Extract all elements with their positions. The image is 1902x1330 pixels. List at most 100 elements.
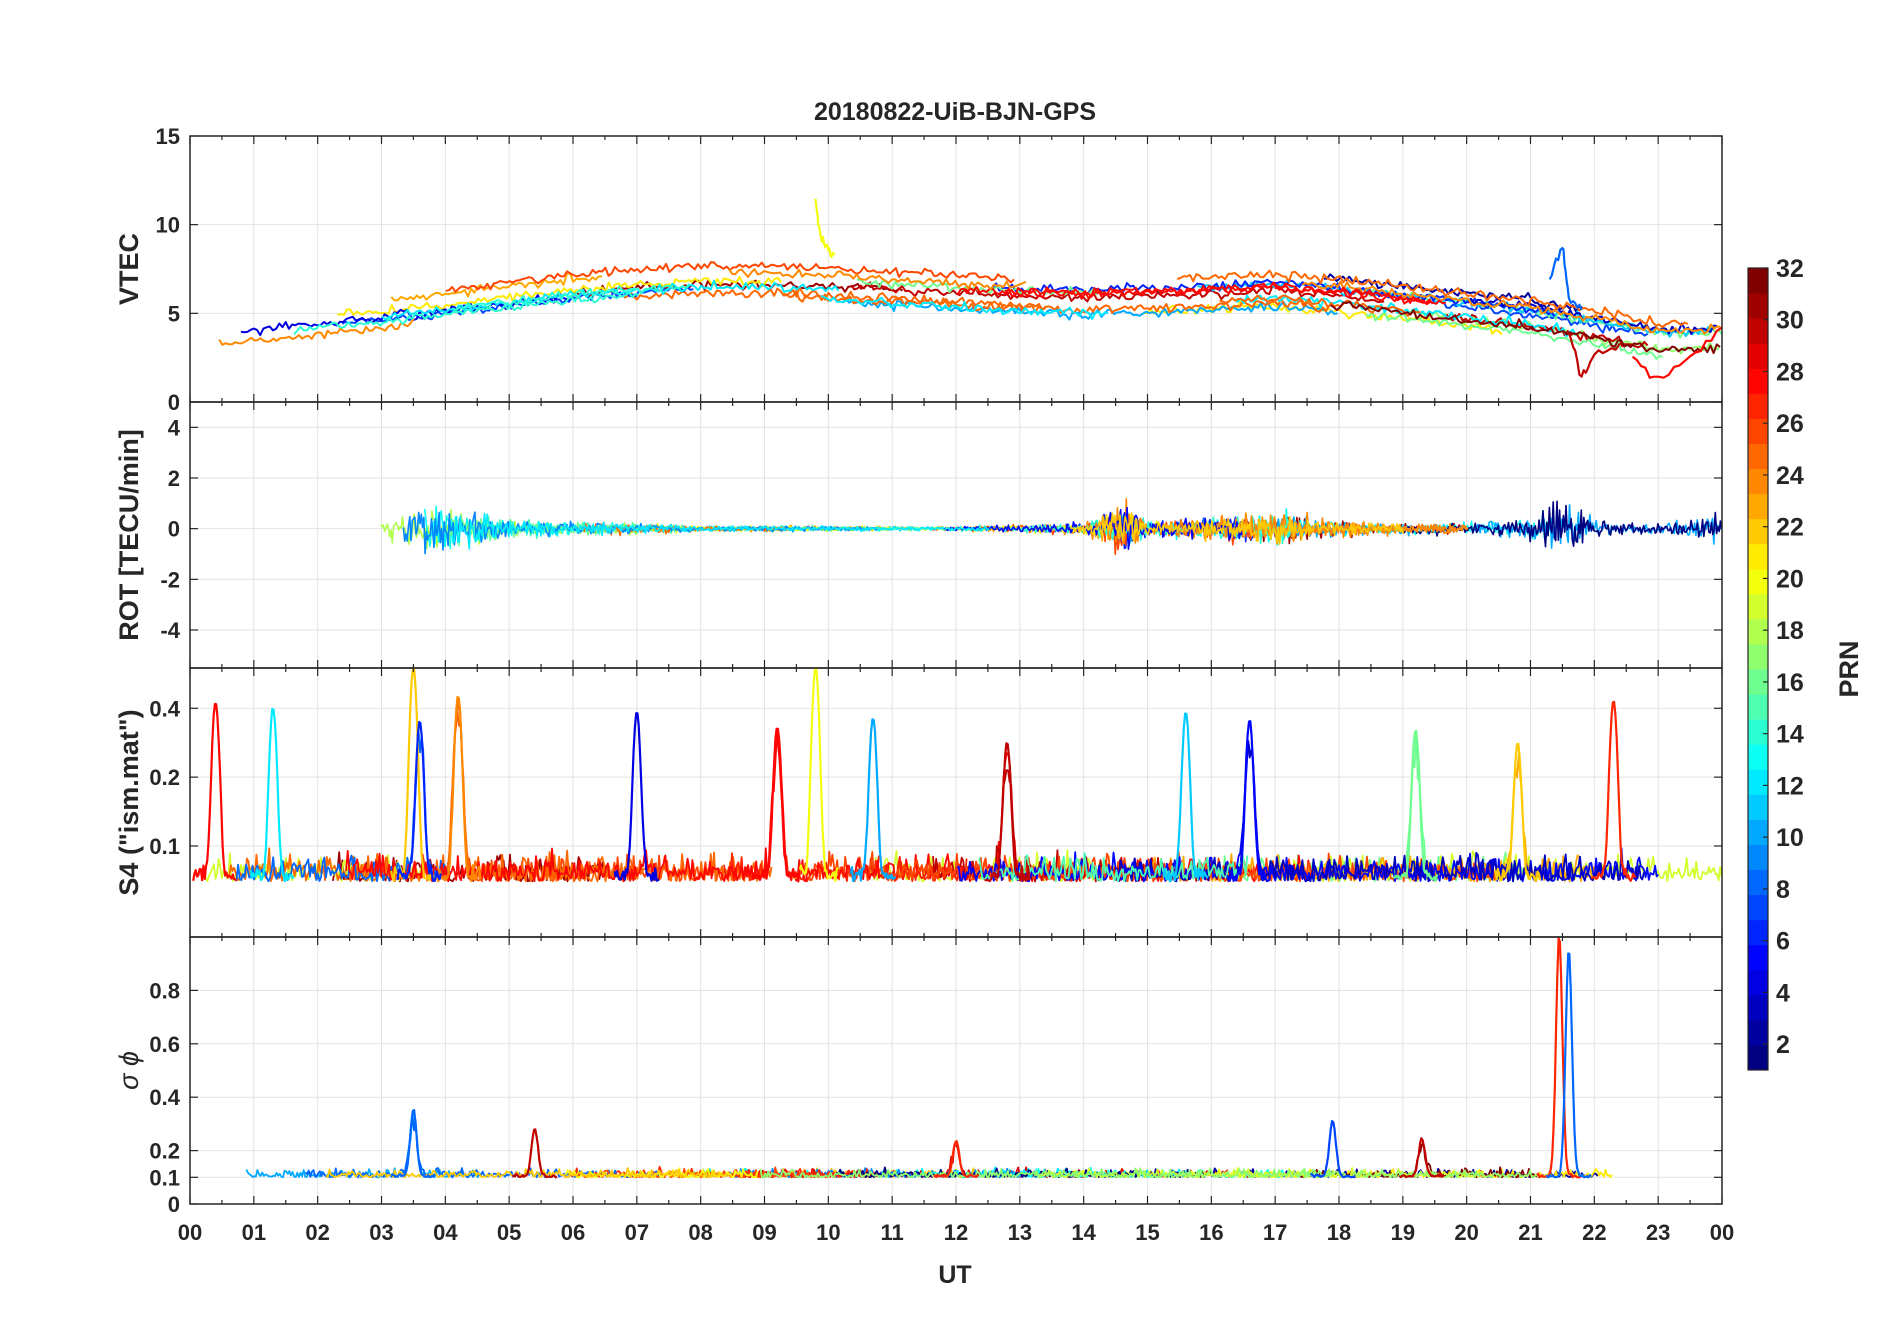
colorbar-segment <box>1748 568 1768 595</box>
data-series-prn-26 <box>446 701 727 882</box>
panel-sigma_phi: 00.10.2 0.4 0.6 0.8 σ ϕ <box>114 936 1723 1217</box>
data-series-prn-28 <box>345 731 882 883</box>
panel-frame <box>189 936 1723 1205</box>
y-tick-label: 0.6 <box>149 1032 180 1057</box>
data-series-prn-8 <box>390 1108 435 1179</box>
colorbar-tick-label: 30 <box>1776 307 1804 335</box>
colorbar-segment <box>1748 994 1768 1021</box>
colorbar-segment <box>1748 393 1768 419</box>
data-series-prn-21 <box>337 275 783 317</box>
colorbar-segment <box>1748 1044 1768 1071</box>
colorbar-tick-label: 32 <box>1776 255 1804 283</box>
x-tick-label: 00 <box>178 1220 202 1245</box>
colorbar-frame <box>1747 267 1769 1071</box>
panel-traces <box>245 937 1613 1179</box>
x-tick-label: 01 <box>242 1220 266 1245</box>
colorbar-tick-label: 16 <box>1776 669 1804 697</box>
data-series-prn-3 <box>1467 297 1718 335</box>
data-series-prn-25 <box>1176 269 1689 329</box>
data-series-prn-10 <box>1276 504 1722 549</box>
data-series-prn-28 <box>1004 282 1434 305</box>
y-tick-label: 10 <box>156 213 180 238</box>
data-series-prn-20 <box>565 1167 759 1179</box>
colorbar-segment <box>1748 844 1768 870</box>
data-series-prn-28 <box>753 727 801 883</box>
x-tick-label: 21 <box>1518 1220 1542 1245</box>
colorbar-segment <box>1748 919 1768 946</box>
data-series-prn-28 <box>956 281 1447 306</box>
colorbar-segment <box>1748 1019 1768 1046</box>
x-tick-label: 15 <box>1135 1220 1159 1245</box>
data-series-prn-25 <box>228 709 633 883</box>
colorbar-segment <box>1748 368 1768 394</box>
colorbar-label: PRN <box>1834 640 1864 697</box>
data-series-prn-20 <box>814 198 836 259</box>
x-tick-label: 14 <box>1071 1220 1096 1245</box>
data-series-prn-14 <box>452 283 690 311</box>
data-series-prn-27 <box>933 1140 980 1179</box>
panel-vtec: 0 5 10 15 VTEC <box>114 124 1723 415</box>
colorbar-tick-label: 10 <box>1776 824 1804 852</box>
y-tick-label: 0.1 <box>149 834 180 859</box>
data-series-prn-24 <box>218 317 415 346</box>
colorbar-segment <box>1748 343 1768 369</box>
colorbar-segment <box>1748 819 1768 845</box>
x-tick-label: 17 <box>1263 1220 1287 1245</box>
x-tick-label: 07 <box>625 1220 649 1245</box>
data-series-prn-6 <box>396 720 442 882</box>
colorbar-tick-label: 6 <box>1776 928 1790 956</box>
panel-traces <box>218 198 1722 379</box>
x-tick-label: 18 <box>1327 1220 1351 1245</box>
colorbar-segment <box>1748 318 1768 344</box>
data-series-prn-11 <box>1162 712 1209 883</box>
x-tick-label: 12 <box>944 1220 968 1245</box>
colorbar-segment <box>1748 468 1768 495</box>
colorbar-segment <box>1748 418 1768 444</box>
data-series-prn-14 <box>293 291 640 335</box>
x-tick-labels: 00 01 02 03 04 05 06 07 08 09 10 11 12 13 14 15 16 17 18 19… <box>178 1220 1734 1245</box>
chart-title: 20180822-UiB-BJN-GPS <box>814 98 1096 126</box>
colorbar-tick-label: 24 <box>1776 462 1804 490</box>
y-tick-label: 0 <box>168 390 180 415</box>
colorbar-segment <box>1748 694 1768 720</box>
colorbar-tick-label: 14 <box>1776 721 1804 749</box>
x-tick-label: 02 <box>305 1220 329 1245</box>
y-axis-label: ROT [TECU/min] <box>114 429 144 640</box>
colorbar-segment <box>1748 443 1768 469</box>
colorbar-segment <box>1748 618 1768 645</box>
y-tick-label: -4 <box>160 618 180 643</box>
colorbar-segment <box>1748 719 1768 745</box>
colorbar-tick-label: 4 <box>1776 979 1790 1007</box>
x-tick-label: 20 <box>1454 1220 1478 1245</box>
colorbar-tick-label: 2 <box>1776 1031 1790 1059</box>
colorbar-segment <box>1748 894 1768 921</box>
y-tick-label: 0.2 <box>149 765 180 790</box>
colorbar-tick-label: 12 <box>1776 772 1804 800</box>
y-tick-label: 0.4 <box>149 696 180 721</box>
x-tick-label: 08 <box>688 1220 712 1245</box>
colorbar-segment <box>1748 969 1768 996</box>
colorbar-tick-label: 20 <box>1776 565 1804 593</box>
data-series-prn-12 <box>820 295 1109 320</box>
data-series-prn-5 <box>943 506 1243 550</box>
panel-traces <box>192 668 1722 883</box>
colorbar-segment <box>1748 593 1768 620</box>
colorbar-tick-label: 8 <box>1776 876 1790 904</box>
y-tick-label: 5 <box>168 301 180 326</box>
x-tick-label: 23 <box>1646 1220 1670 1245</box>
x-tick-label: 13 <box>1008 1220 1032 1245</box>
data-series-prn-17 <box>759 1167 1331 1179</box>
colorbar-segment <box>1748 794 1768 820</box>
data-series-prn-22 <box>1494 742 1542 882</box>
colorbar-tick-label: 28 <box>1776 358 1804 386</box>
panel-s4: 0.1 0.2 0.4S4 ("ism.mat") <box>114 667 1723 938</box>
data-series-prn-30 <box>1567 332 1621 378</box>
data-series-prn-28 <box>192 702 238 882</box>
data-series-prn-24 <box>1301 280 1721 335</box>
colorbar-segment <box>1748 944 1768 971</box>
y-tick-label: 15 <box>156 124 180 149</box>
data-series-prn-16 <box>1392 729 1439 882</box>
data-series-prn-8 <box>1545 952 1592 1179</box>
x-tick-label: 00 <box>1710 1220 1734 1245</box>
